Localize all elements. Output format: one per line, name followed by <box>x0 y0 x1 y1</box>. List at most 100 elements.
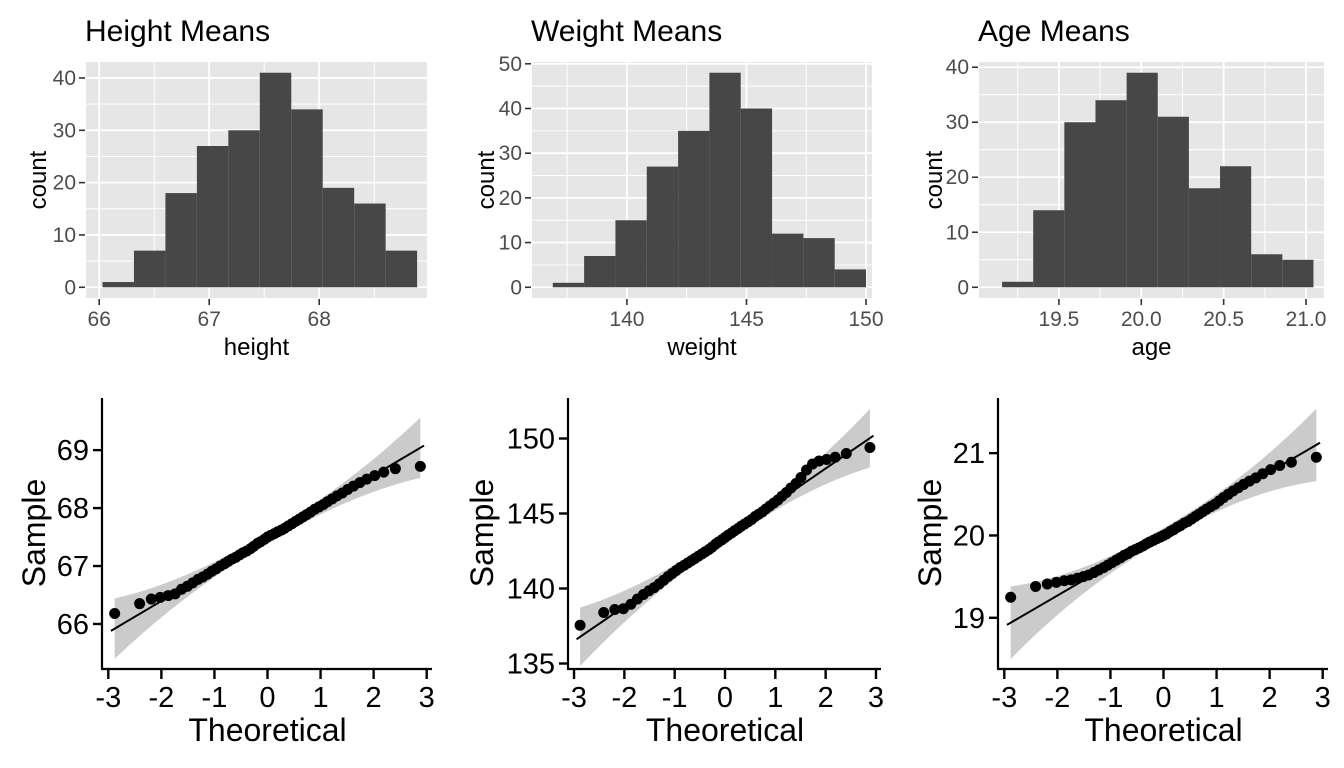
qq-point <box>840 448 852 459</box>
histogram-bar <box>1064 122 1096 288</box>
x-tick-label: 1 <box>312 682 328 714</box>
x-tick-label: 1 <box>1208 682 1224 714</box>
y-tick-label: 21 <box>953 438 985 470</box>
qq-point <box>864 442 876 453</box>
qq-point <box>389 463 401 475</box>
histogram-bar <box>1220 166 1252 288</box>
x-tick-label: -2 <box>611 682 637 714</box>
qq-point <box>795 472 807 483</box>
y-axis-title: Sample <box>16 479 52 588</box>
qq-point <box>378 466 390 478</box>
qq-point <box>145 593 157 605</box>
y-tick-label: 30 <box>946 111 969 134</box>
y-axis-title: Sample <box>912 479 948 588</box>
x-tick-label: 140 <box>609 308 644 331</box>
x-tick-label: 3 <box>1315 682 1331 714</box>
y-tick-label: 20 <box>953 520 985 552</box>
x-tick-label: 19.5 <box>1038 308 1079 331</box>
histogram-bar <box>1002 281 1034 288</box>
y-tick-label: 10 <box>499 232 522 255</box>
histogram-bar <box>165 193 197 288</box>
x-tick-label: -1 <box>662 682 688 714</box>
histogram-bar <box>228 130 260 288</box>
y-tick-label: 30 <box>53 119 76 142</box>
y-axis-title: count <box>921 150 948 209</box>
qq-point <box>821 454 833 465</box>
histogram-bar <box>772 233 804 288</box>
x-tick-label: -3 <box>95 682 121 714</box>
histogram-bar <box>354 203 386 288</box>
y-tick-label: 20 <box>53 172 76 195</box>
height-qq-plot: -3 -2 -1 0 1 2 3 66 67 68 69 Theoretical Sample <box>16 398 435 748</box>
histogram-bar <box>385 250 418 288</box>
histogram-bar <box>615 220 647 288</box>
histogram-bar <box>1033 210 1065 288</box>
weight-qq-plot: -3 -2 -1 0 1 2 3 135 140 145 150 Theoretical Sample <box>464 398 884 748</box>
qq-point <box>109 608 121 620</box>
x-tick-label: -3 <box>561 682 587 714</box>
qq-point <box>574 619 586 631</box>
y-tick-label: 140 <box>507 574 555 606</box>
histogram-bar <box>1251 254 1283 288</box>
qq-point <box>369 470 381 482</box>
weight-means-histogram: 140 145 150 0 10 20 30 40 50 weight count Weight Me… <box>473 15 884 361</box>
x-tick-label: 1 <box>767 682 783 714</box>
x-tick-label: 66 <box>88 308 111 331</box>
qq-point <box>1265 464 1277 476</box>
plot-title: Weight Means <box>531 15 722 48</box>
y-tick-label: 20 <box>499 187 522 210</box>
qq-point <box>134 598 146 610</box>
x-tick-label: 145 <box>729 308 764 331</box>
histogram-bar <box>678 130 710 288</box>
histogram-bar <box>1282 259 1314 288</box>
x-tick-label: 0 <box>1155 682 1171 714</box>
x-tick-label: 67 <box>198 308 221 331</box>
qq-point <box>1030 581 1042 593</box>
y-tick-label: 40 <box>946 56 969 79</box>
y-tick-label: 0 <box>64 276 76 299</box>
qq-point <box>1274 460 1286 471</box>
y-tick-label: 30 <box>499 142 522 165</box>
histogram-bar <box>322 187 355 288</box>
qq-point <box>1005 591 1017 603</box>
x-tick-label: 20.5 <box>1203 308 1244 331</box>
histogram-bar <box>1126 72 1158 288</box>
qq-point <box>1285 456 1297 468</box>
x-tick-label: 3 <box>419 682 435 714</box>
x-tick-label: 150 <box>848 308 883 331</box>
histogram-bar <box>259 72 292 288</box>
histogram-bar <box>1095 100 1127 288</box>
x-axis-title: height <box>224 334 290 361</box>
x-tick-label: 2 <box>366 682 382 714</box>
y-axis-title: Sample <box>464 479 500 588</box>
plot-title: Age Means <box>978 15 1130 48</box>
y-tick-label: 40 <box>53 67 76 90</box>
x-tick-label: -1 <box>202 682 228 714</box>
x-tick-label: -2 <box>148 682 174 714</box>
x-tick-label: 68 <box>308 308 331 331</box>
x-tick-label: 21.0 <box>1286 308 1327 331</box>
y-tick-label: 19 <box>953 603 985 635</box>
x-tick-label: 2 <box>818 682 834 714</box>
qq-point <box>829 451 841 463</box>
plot-title: Height Means <box>85 15 270 48</box>
x-axis-title: Theoretical <box>188 712 346 748</box>
y-tick-label: 66 <box>57 609 89 641</box>
y-tick-label: 40 <box>499 97 522 120</box>
age-means-histogram: 19.5 20.0 20.5 21.0 0 10 20 30 40 age count Age Mea… <box>921 15 1327 361</box>
y-tick-label: 135 <box>507 649 555 681</box>
y-tick-label: 0 <box>957 276 969 299</box>
histogram-bar <box>1157 116 1189 288</box>
qq-point <box>1041 578 1053 590</box>
y-tick-label: 145 <box>507 499 555 531</box>
x-tick-label: 0 <box>259 682 275 714</box>
x-tick-label: 2 <box>1262 682 1278 714</box>
histogram-bar <box>1188 188 1221 288</box>
height-means-histogram: 66 67 68 0 10 20 30 40 height count Height Means <box>25 15 427 361</box>
qq-point <box>414 460 426 472</box>
qq-point <box>598 607 610 618</box>
x-axis-title: weight <box>666 334 737 361</box>
qq-point <box>1310 451 1322 463</box>
y-tick-label: 10 <box>53 224 76 247</box>
histogram-bar <box>803 238 835 288</box>
